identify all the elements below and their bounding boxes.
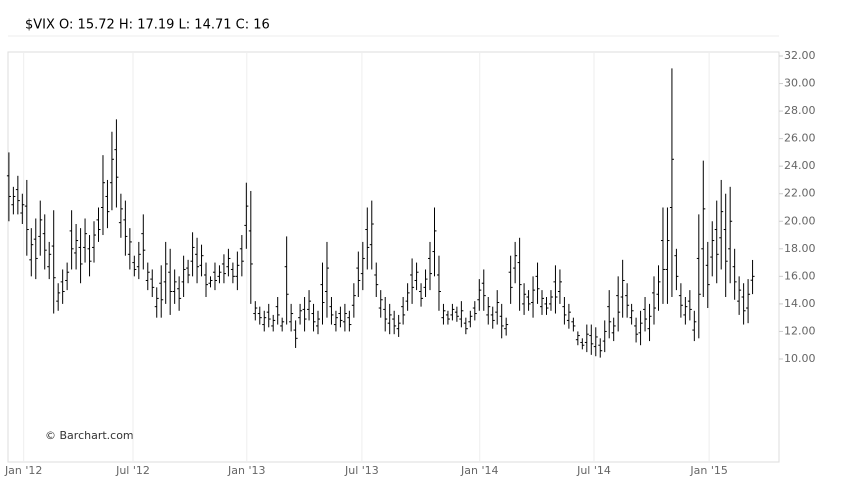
y-tick-label: 20.00 [784, 214, 816, 227]
x-tick-label: Jan '13 [227, 464, 265, 477]
chart-title: $VIX O: 15.72 H: 17.19 L: 14.71 C: 16 [25, 18, 270, 33]
y-tick-label: 18.00 [784, 242, 816, 255]
x-tick-label: Jul '14 [576, 464, 611, 477]
y-tick-label: 12.00 [784, 324, 816, 337]
x-tick-label: Jan '14 [460, 464, 498, 477]
y-tick-label: 26.00 [784, 132, 816, 145]
y-tick-label: 16.00 [784, 269, 816, 282]
watermark: © Barchart.com [45, 429, 134, 442]
y-tick-label: 14.00 [784, 297, 816, 310]
y-tick-label: 24.00 [784, 159, 816, 172]
y-tick-label: 30.00 [784, 77, 816, 90]
x-tick-label: Jan '15 [689, 464, 727, 477]
x-tick-label: Jul '13 [344, 464, 379, 477]
y-tick-label: 22.00 [784, 187, 816, 200]
y-tick-label: 32.00 [784, 49, 816, 62]
plot-frame [7, 51, 780, 463]
x-tick-label: Jul '12 [115, 464, 150, 477]
x-tick-label: Jan '12 [4, 464, 42, 477]
y-tick-label: 10.00 [784, 352, 816, 365]
y-tick-label: 28.00 [784, 104, 816, 117]
